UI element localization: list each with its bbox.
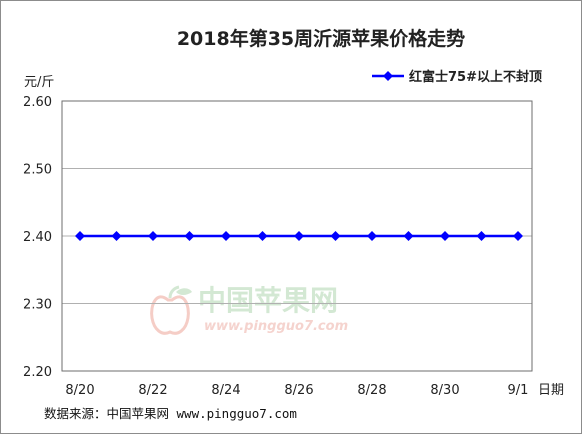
y-axis-label: 元/斤 xyxy=(24,75,54,90)
apple-logo-icon xyxy=(150,285,192,335)
data-point-marker xyxy=(184,231,195,241)
x-tick-label: 8/26 xyxy=(284,383,313,398)
data-point-marker xyxy=(294,231,304,241)
data-point-marker xyxy=(257,231,268,241)
data-point-marker xyxy=(440,231,450,241)
legend-diamond-icon xyxy=(383,71,393,81)
x-tick-labels: 8/20 8/22 8/24 8/26 8/28 8/30 9/1 xyxy=(65,383,528,398)
y-tick-label: 2.50 xyxy=(23,163,52,178)
series-group xyxy=(75,231,523,241)
y-tick-labels: 2.60 2.50 2.40 2.30 2.20 xyxy=(23,95,52,380)
data-point-marker xyxy=(75,231,85,241)
y-tick-label: 2.20 xyxy=(23,365,52,380)
watermark: 中国苹果网 www.pingguo7.com xyxy=(150,284,348,335)
data-source-note: 数据来源：中国苹果网 www.pingguo7.com xyxy=(44,406,297,421)
x-tick-label: 8/28 xyxy=(357,383,386,398)
data-point-marker xyxy=(476,231,487,241)
y-tick-label: 2.40 xyxy=(23,230,52,245)
x-tick-label: 8/22 xyxy=(138,383,167,398)
data-point-marker xyxy=(403,231,414,241)
x-axis-label: 日期 xyxy=(538,383,564,398)
data-point-marker xyxy=(367,231,377,241)
data-point-marker xyxy=(330,231,341,241)
x-tick-label: 8/24 xyxy=(211,383,240,398)
chart-title: 2018年第35周沂源苹果价格走势 xyxy=(177,27,465,50)
x-tick-label: 8/20 xyxy=(65,383,94,398)
data-point-marker xyxy=(513,231,523,241)
watermark-url: www.pingguo7.com xyxy=(204,319,348,334)
watermark-text: 中国苹果网 xyxy=(198,284,338,317)
legend-label: 红富士75#以上不封顶 xyxy=(409,69,542,85)
data-point-marker xyxy=(221,231,231,241)
y-tick-label: 2.30 xyxy=(23,298,52,313)
legend: 红富士75#以上不封顶 xyxy=(372,69,542,85)
y-tick-label: 2.60 xyxy=(23,95,52,110)
x-tick-label: 9/1 xyxy=(508,383,529,398)
data-point-marker xyxy=(111,231,122,241)
x-tick-label: 8/30 xyxy=(430,383,459,398)
data-point-marker xyxy=(148,231,158,241)
plot-area-border xyxy=(61,100,533,372)
